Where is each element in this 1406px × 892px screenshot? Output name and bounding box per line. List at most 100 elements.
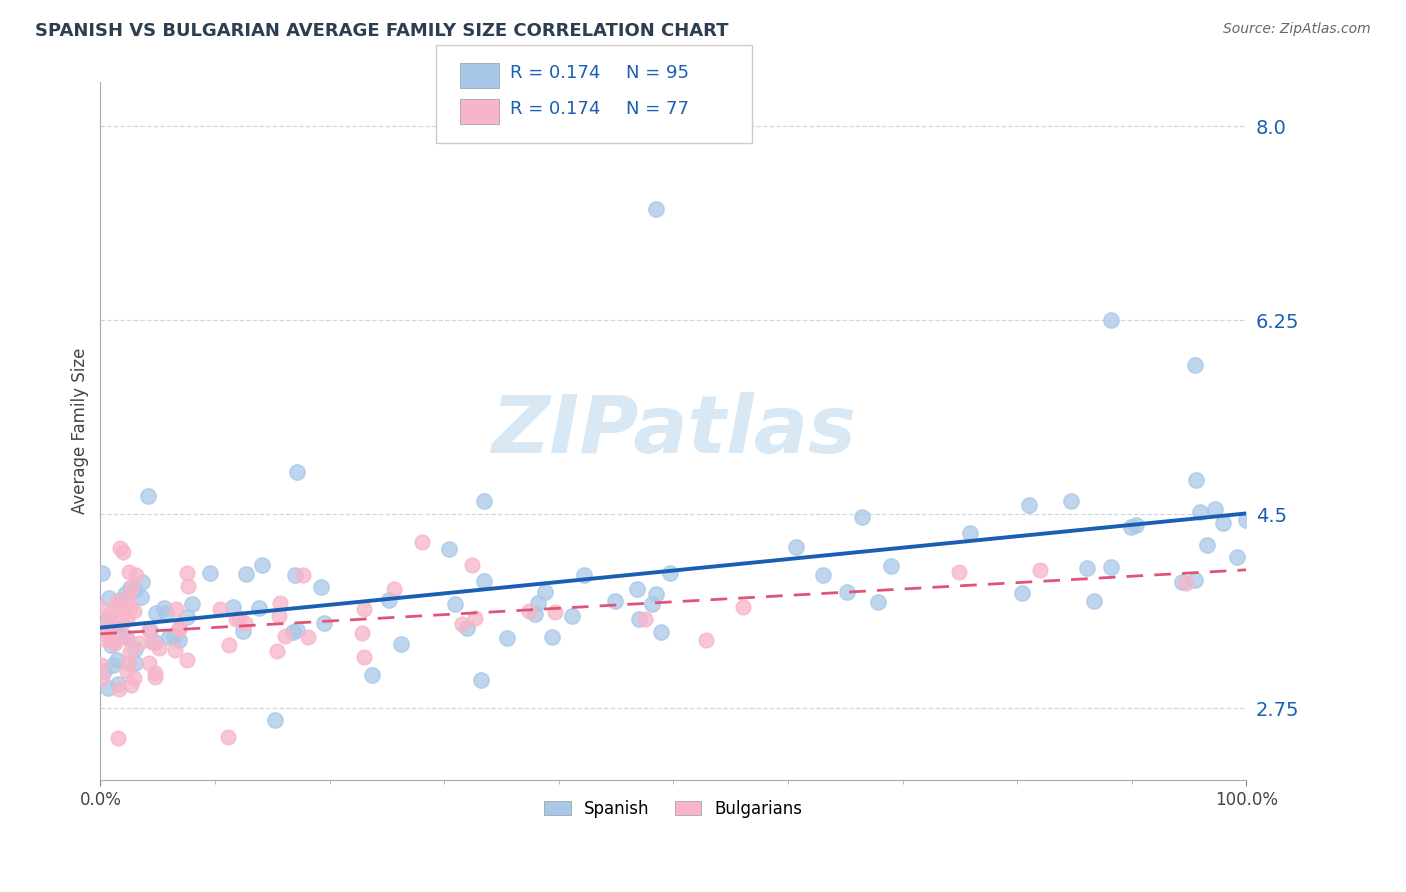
Point (91, 671, 114, 685)
Point (117, 656, 139, 670)
Point (959, 526, 981, 541)
Point (93, 623, 115, 637)
Point (104, 636, 127, 650)
Point (461, 558, 484, 573)
Point (101, 658, 124, 673)
Point (811, 567, 834, 582)
Point (266, 644, 288, 658)
Point (93, 664, 115, 678)
Point (517, 604, 540, 618)
Point (103, 634, 125, 648)
Point (880, 559, 903, 574)
Point (350, 625, 373, 640)
Point (273, 629, 295, 643)
Point (138, 623, 160, 637)
Point (534, 585, 557, 599)
Point (437, 542, 460, 557)
Point (131, 574, 153, 589)
Point (143, 671, 166, 685)
Point (1121, 520, 1143, 534)
Point (284, 568, 307, 582)
Point (645, 202, 668, 217)
Text: N = 95: N = 95 (626, 64, 689, 82)
Point (90, 623, 112, 637)
Point (198, 566, 221, 580)
Point (1197, 538, 1219, 552)
Point (948, 565, 970, 579)
Point (110, 601, 132, 615)
Point (165, 642, 187, 657)
Point (128, 636, 150, 650)
Point (250, 558, 273, 572)
Point (634, 612, 657, 626)
Point (139, 623, 162, 637)
Point (129, 590, 152, 604)
Point (111, 629, 134, 643)
Text: R = 0.174: R = 0.174 (510, 64, 600, 82)
Point (155, 607, 177, 621)
Point (103, 614, 125, 628)
Point (470, 673, 492, 687)
Text: ZIPatlas: ZIPatlas (491, 392, 856, 470)
Point (235, 567, 257, 582)
Point (464, 611, 486, 625)
Point (1099, 313, 1122, 327)
Point (107, 677, 129, 691)
Point (124, 583, 146, 598)
Point (167, 632, 190, 647)
Point (93, 632, 115, 646)
Point (1011, 586, 1033, 600)
Point (382, 582, 405, 596)
Point (176, 610, 198, 624)
Point (544, 605, 567, 619)
Point (731, 600, 754, 615)
Text: Source: ZipAtlas.com: Source: ZipAtlas.com (1223, 22, 1371, 37)
Point (107, 731, 129, 746)
Point (208, 601, 231, 615)
Point (98, 611, 121, 625)
Point (100, 625, 122, 640)
Point (115, 631, 138, 645)
Point (121, 580, 143, 594)
Point (1226, 549, 1249, 564)
Point (1083, 594, 1105, 608)
Point (353, 602, 375, 616)
Point (1018, 498, 1040, 512)
Point (145, 606, 167, 620)
Point (287, 465, 309, 479)
Point (1184, 358, 1206, 372)
Point (264, 713, 287, 727)
Point (456, 621, 478, 635)
Point (120, 581, 142, 595)
Point (176, 579, 198, 593)
Point (785, 540, 807, 554)
Point (378, 593, 401, 607)
Point (1174, 576, 1197, 591)
Point (124, 656, 146, 670)
Point (659, 566, 682, 581)
Point (141, 634, 163, 648)
Point (641, 597, 664, 611)
Point (572, 567, 595, 582)
Point (361, 667, 384, 681)
Point (628, 612, 651, 626)
Point (98, 632, 121, 646)
Point (1234, 513, 1257, 527)
Point (222, 599, 245, 614)
Point (108, 541, 131, 556)
Point (120, 678, 142, 692)
Point (1099, 560, 1122, 574)
Point (105, 653, 128, 667)
Point (120, 600, 142, 615)
Point (98, 591, 121, 605)
Point (233, 615, 256, 630)
Point (232, 624, 254, 638)
Point (269, 608, 291, 623)
Point (866, 594, 889, 608)
Point (122, 604, 145, 618)
Point (100, 638, 122, 652)
Point (603, 594, 626, 608)
Point (851, 510, 873, 524)
Text: SPANISH VS BULGARIAN AVERAGE FAMILY SIZE CORRELATION CHART: SPANISH VS BULGARIAN AVERAGE FAMILY SIZE… (35, 22, 728, 40)
Point (1029, 563, 1052, 577)
